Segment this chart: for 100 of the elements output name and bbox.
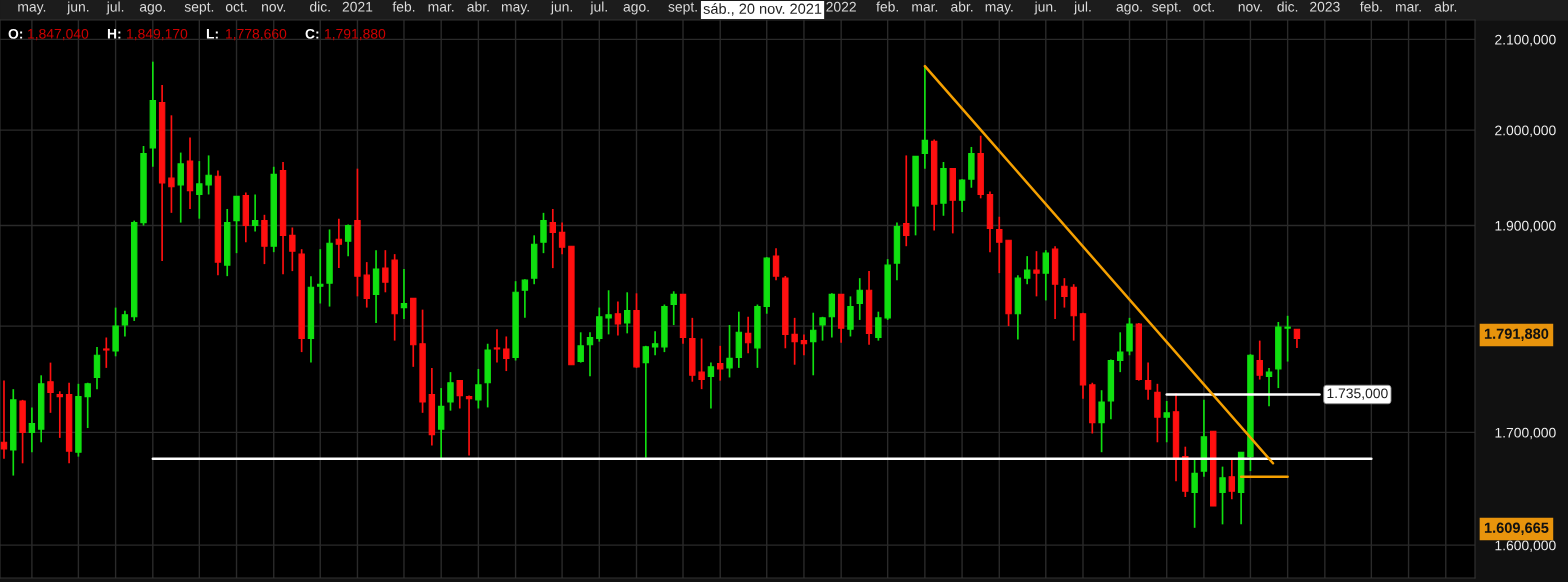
candlestick	[726, 324, 733, 379]
y-tick-label: 1.600,000	[1495, 540, 1556, 552]
candlestick	[177, 151, 184, 224]
y-tick-label: 2.000,000	[1495, 125, 1556, 137]
x-tick-label: jun.	[1034, 1, 1056, 15]
x-tick-label: mar.	[428, 4, 454, 12]
candlestick	[1144, 361, 1152, 401]
candlestick	[1116, 331, 1124, 373]
candlestick	[28, 406, 36, 454]
candlestick	[47, 361, 54, 414]
candlestick	[921, 65, 929, 170]
candlestick	[447, 371, 454, 412]
text: sáb., 20 nov. 2021	[703, 3, 822, 16]
x-tick-label: abr.	[467, 1, 489, 12]
candlestick	[744, 315, 752, 354]
candlestick	[168, 114, 175, 214]
candlestick	[707, 361, 715, 410]
candlestick	[577, 331, 584, 364]
candlestick	[1191, 458, 1198, 529]
annotation: C: 1,791,880	[305, 28, 386, 41]
candlestick	[1033, 250, 1040, 298]
candlestick	[363, 261, 370, 309]
candlestick	[1265, 367, 1273, 408]
x-tick-label: may.	[985, 4, 1013, 15]
x-tick-label: mar.	[912, 4, 938, 12]
candlestick	[596, 306, 603, 343]
candlestick	[651, 330, 659, 357]
candlestick	[465, 394, 473, 457]
candlestick	[400, 268, 408, 320]
text: 1.609,665	[1484, 522, 1549, 536]
candlestick	[289, 226, 296, 272]
candlestick	[1061, 277, 1068, 309]
candlestick	[810, 311, 817, 377]
candlestick	[1163, 400, 1170, 444]
candlestick	[698, 337, 705, 390]
x-tick-label: jul.	[590, 1, 607, 15]
candlestick	[717, 344, 724, 382]
candlestick	[0, 379, 8, 460]
x-tick-label: 2022	[826, 1, 856, 12]
x-tick-label: sept.	[184, 2, 214, 15]
candlestick	[121, 309, 129, 338]
candlestick	[958, 178, 966, 213]
x-tick-label: nov.	[262, 4, 286, 12]
candlestick	[642, 344, 650, 459]
candlestick	[475, 368, 482, 410]
candlestick	[521, 278, 529, 319]
y-tick-label: 2.100,000	[1495, 34, 1556, 47]
candlestick	[1023, 255, 1031, 286]
candlestick	[196, 160, 203, 220]
candlestick	[456, 379, 463, 410]
x-tick-label: oct.	[1193, 2, 1214, 12]
candlestick	[103, 336, 110, 369]
candlestick	[382, 249, 389, 294]
x-tick-label: oct.	[225, 2, 247, 12]
annotation: 1.735,000	[1327, 388, 1388, 400]
x-tick-label: feb.	[392, 1, 415, 12]
candlestick	[335, 217, 343, 269]
candlestick	[1042, 249, 1050, 302]
candlestick	[317, 248, 324, 305]
candlestick	[614, 300, 622, 337]
candlestick	[1228, 458, 1236, 501]
candlestick	[996, 215, 1003, 274]
x-tick-label: may.	[501, 4, 529, 15]
x-tick-label: jun.	[550, 1, 573, 15]
candlestick	[856, 277, 863, 321]
candlestick	[1219, 465, 1226, 526]
x-tick-label: dic.	[1277, 1, 1298, 12]
candlestick	[1098, 389, 1105, 454]
x-tick-label: jul.	[1073, 1, 1091, 15]
candlestick	[903, 154, 910, 248]
candlestick	[670, 290, 677, 326]
candlestick	[503, 335, 510, 372]
candlestick	[84, 381, 91, 429]
candlestick	[558, 221, 566, 255]
candlestick	[540, 212, 547, 254]
x-tick-label: abr.	[951, 1, 973, 12]
candlestick	[586, 331, 594, 378]
annotation: L: 1,778,660	[206, 28, 287, 41]
y-tick-label: 1.700,000	[1495, 427, 1556, 440]
candlestick	[549, 208, 557, 269]
x-tick-label: ago.	[139, 4, 166, 15]
candlestick	[623, 291, 631, 335]
candlestick	[493, 328, 501, 364]
x-tick-label: 2021	[342, 1, 373, 12]
x-tick-label: dic.	[310, 1, 330, 12]
x-tick-label: ago.	[623, 4, 649, 15]
candlestick	[1284, 314, 1291, 363]
y-tick-label: 1.900,000	[1495, 220, 1556, 233]
candlestick	[847, 295, 854, 338]
x-tick-label: sept.	[1152, 2, 1181, 15]
candlestick	[605, 289, 612, 336]
x-tick-label: sept.	[668, 2, 697, 15]
x-tick-label: feb.	[1359, 1, 1382, 12]
candlestick	[251, 193, 259, 233]
annotation: H: 1,849,170	[107, 28, 188, 41]
x-tick-label: jun.	[66, 1, 89, 15]
candlestick	[93, 346, 101, 390]
candlestick	[1293, 328, 1301, 349]
candlestick	[800, 333, 808, 357]
candlestick	[344, 223, 352, 257]
